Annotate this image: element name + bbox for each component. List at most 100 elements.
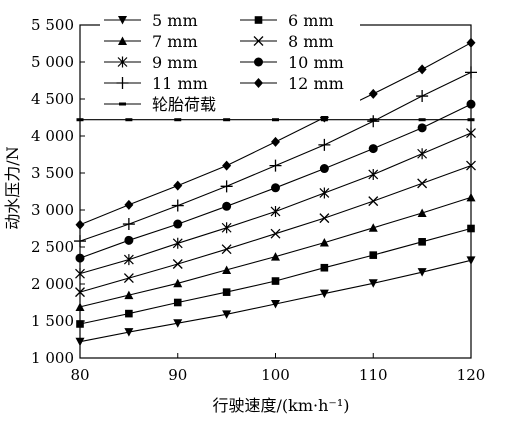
legend-label: 11 mm	[152, 74, 208, 93]
data-point	[76, 118, 84, 122]
legend-marker	[119, 102, 126, 106]
data-point	[319, 238, 329, 247]
legend-item: 12 mm	[240, 74, 344, 93]
legend-label: 9 mm	[152, 53, 198, 72]
data-point	[466, 256, 476, 265]
y-tick-label: 3 000	[31, 201, 74, 219]
data-point	[124, 199, 134, 210]
data-point	[319, 289, 329, 299]
legend-marker	[117, 56, 128, 68]
y-tick-label: 2 500	[31, 238, 74, 256]
data-point	[368, 196, 379, 207]
data-point	[125, 309, 133, 318]
data-point	[417, 178, 428, 189]
series-line	[79, 227, 472, 325]
x-tick-label: 100	[261, 366, 290, 384]
data-point	[368, 168, 379, 180]
data-point	[368, 223, 378, 232]
data-point	[369, 118, 377, 122]
legend-label: 10 mm	[288, 53, 344, 72]
data-point	[75, 337, 85, 347]
data-point	[466, 160, 476, 171]
data-point	[74, 235, 86, 248]
data-point	[465, 66, 477, 79]
data-point	[467, 118, 475, 122]
data-point	[123, 273, 134, 284]
legend-item: 10 mm	[240, 53, 344, 72]
data-point	[416, 90, 429, 103]
data-point	[319, 164, 329, 174]
legend-item: 7 mm	[104, 32, 198, 51]
x-tick-label: 90	[168, 366, 187, 384]
data-point	[222, 288, 231, 296]
data-point	[222, 201, 232, 211]
data-point	[466, 99, 476, 109]
data-point	[174, 118, 182, 122]
data-point	[368, 144, 378, 154]
data-point	[319, 213, 330, 224]
data-point	[271, 183, 280, 193]
data-point	[76, 320, 84, 328]
legend-label: 轮胎荷载	[152, 95, 216, 114]
y-tick-label: 1 000	[31, 349, 74, 367]
y-tick-label: 5 500	[31, 16, 74, 34]
x-tick-label: 120	[457, 366, 486, 384]
legend-marker	[253, 36, 264, 46]
data-point	[417, 64, 427, 75]
data-point	[221, 244, 232, 255]
data-point	[221, 222, 232, 234]
series-4	[75, 160, 476, 298]
data-point	[466, 37, 476, 48]
y-tick-label: 2 000	[31, 275, 74, 293]
legend-marker	[254, 78, 263, 88]
data-point	[466, 192, 476, 202]
data-point	[125, 118, 133, 122]
data-point	[173, 298, 182, 307]
data-point	[417, 148, 428, 160]
x-tick-label: 80	[70, 366, 89, 384]
data-point	[271, 136, 280, 147]
data-point	[269, 159, 282, 172]
x-tick-label: 110	[359, 366, 388, 384]
y-tick-label: 4 000	[31, 127, 74, 145]
legend-item: 轮胎荷载	[104, 95, 216, 114]
data-point	[418, 118, 426, 122]
data-point	[124, 235, 134, 245]
legend-label: 7 mm	[152, 32, 198, 51]
data-point	[417, 123, 427, 133]
data-point	[320, 118, 328, 122]
legend-marker	[254, 16, 263, 24]
series-3	[75, 192, 476, 311]
y-ticks: 1 000 1 500 2 000 2 500 3 000 3 500 4 000 4 500…	[31, 16, 85, 367]
data-point	[222, 160, 232, 171]
series-7	[74, 66, 477, 248]
x-ticks: 80 90 100 110 120	[70, 353, 485, 384]
y-tick-label: 5 000	[31, 53, 74, 71]
data-point	[75, 287, 85, 298]
data-point	[270, 205, 281, 217]
y-tick-label: 3 500	[31, 164, 74, 182]
legend-label: 8 mm	[288, 32, 334, 51]
data-point	[75, 253, 85, 263]
legend: 5 mm 6 mm 7 mm 8 mm 9 mm 10 mm 11 mm 12 mm 轮胎荷载	[100, 9, 360, 116]
data-point	[320, 263, 329, 272]
data-point	[272, 118, 279, 122]
data-point	[271, 277, 280, 285]
data-point	[418, 238, 426, 246]
data-point	[172, 259, 183, 269]
data-point	[173, 219, 183, 229]
legend-label: 6 mm	[288, 11, 334, 30]
data-point	[172, 237, 183, 249]
series-2	[76, 224, 475, 328]
data-point	[270, 228, 281, 239]
y-tick-label: 4 500	[31, 90, 74, 108]
data-point	[173, 319, 183, 328]
data-point	[75, 302, 85, 311]
data-point	[222, 310, 232, 319]
legend-marker	[254, 57, 263, 67]
legend-item: 5 mm	[104, 11, 198, 30]
data-point	[123, 254, 134, 266]
series-line	[79, 103, 472, 259]
legend-item: 6 mm	[240, 11, 334, 30]
data-point	[124, 328, 134, 337]
